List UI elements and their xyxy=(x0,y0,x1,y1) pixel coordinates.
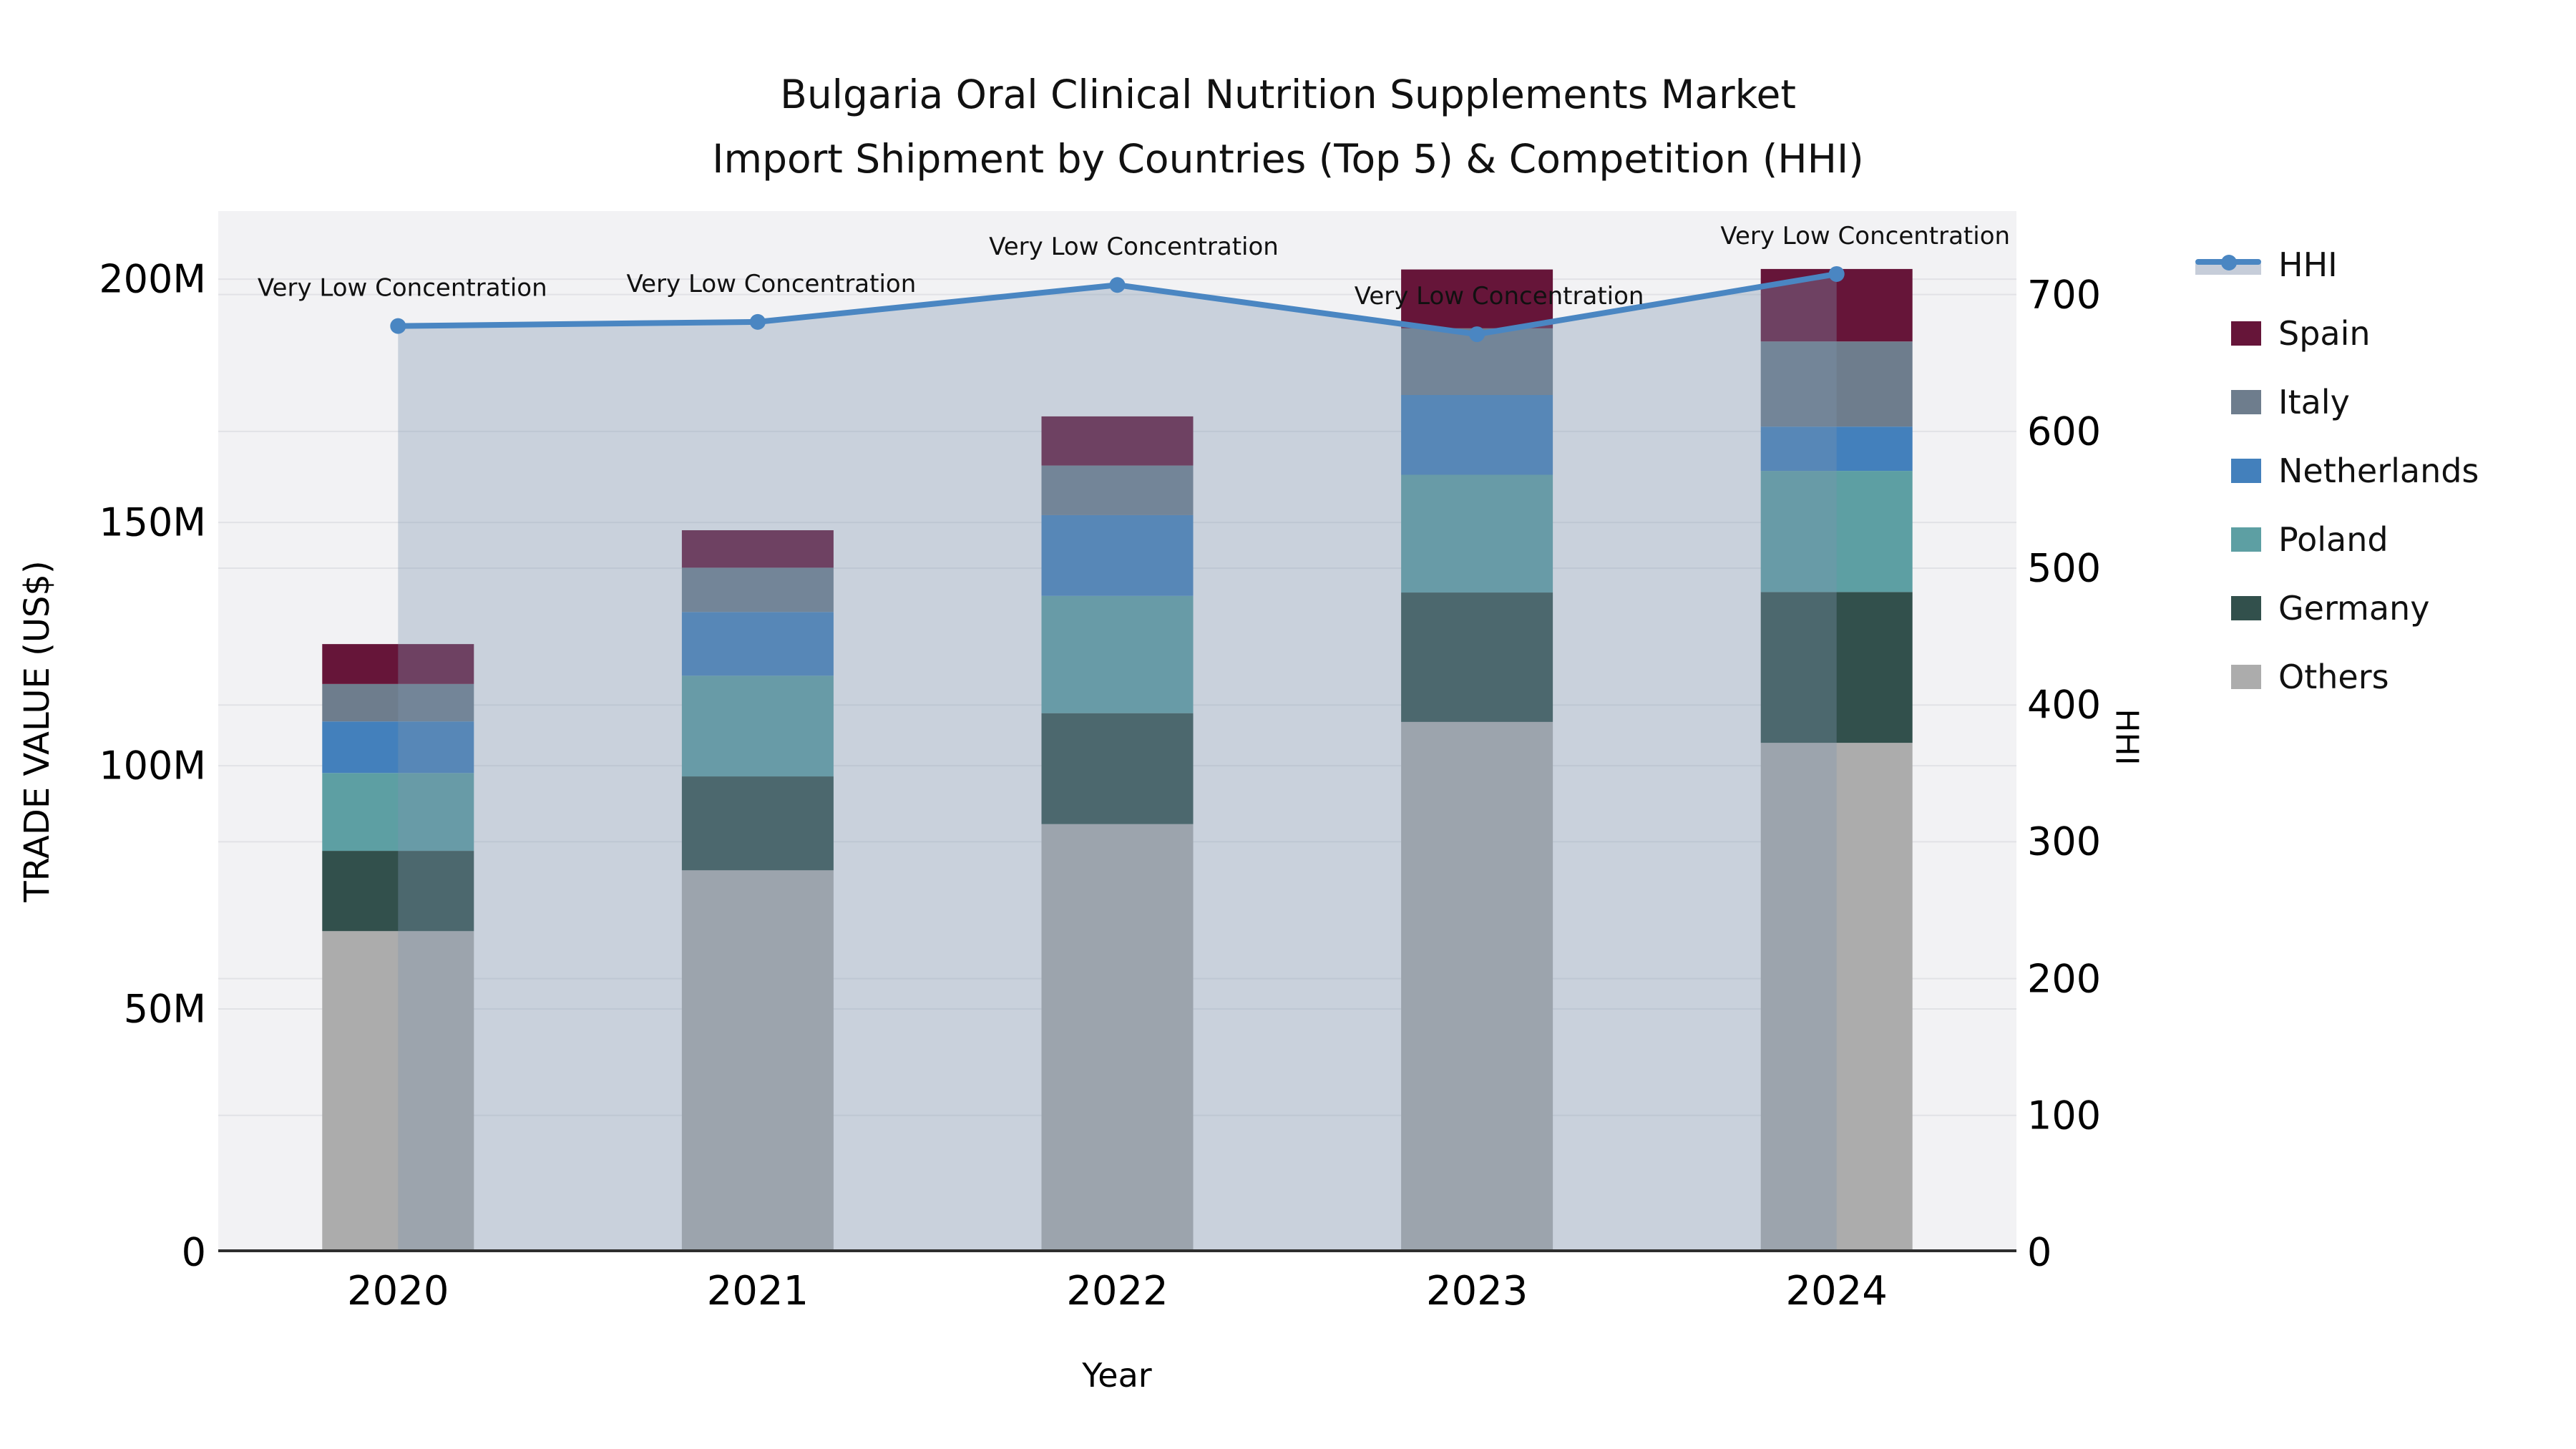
bar-segment-others-2021[interactable] xyxy=(681,870,834,1252)
legend-label-others: Others xyxy=(2278,658,2389,696)
hhi-marker-2024[interactable] xyxy=(1828,265,1845,282)
chart-title-line1: Bulgaria Oral Clinical Nutrition Supplem… xyxy=(780,72,1796,117)
ytick-right-200: 200 xyxy=(2027,956,2102,1002)
ytick-right-500: 500 xyxy=(2027,545,2102,591)
legend-swatch-netherlands xyxy=(2231,459,2261,483)
x-axis-title: Year xyxy=(1082,1356,1152,1395)
annotation-2022: Very Low Concentration xyxy=(989,233,1279,261)
bar-segment-poland-2022[interactable] xyxy=(1041,595,1194,713)
bar-segment-germany-2022[interactable] xyxy=(1041,713,1194,824)
hhi-marker-2020[interactable] xyxy=(390,318,406,334)
bar-segment-italy-2021[interactable] xyxy=(681,567,834,613)
hhi-marker-2021[interactable] xyxy=(749,313,766,330)
legend-label-spain: Spain xyxy=(2278,314,2371,353)
ytick-right-700: 700 xyxy=(2027,272,2102,318)
xtick-2023: 2023 xyxy=(1425,1268,1528,1314)
legend-label-hhi: HHI xyxy=(2278,245,2338,284)
legend-item-hhi[interactable]: HHI xyxy=(2195,230,2479,299)
xtick-2020: 2020 xyxy=(347,1268,449,1314)
ytick-left-50M: 50M xyxy=(123,986,206,1032)
ytick-left-0: 0 xyxy=(181,1229,206,1275)
annotation-2023: Very Low Concentration xyxy=(1355,282,1644,311)
hhi-area-fill xyxy=(398,274,1837,1252)
bar-segment-germany-2024[interactable] xyxy=(1760,592,1913,743)
bar-segment-netherlands-2023[interactable] xyxy=(1401,395,1553,475)
annotation-2024: Very Low Concentration xyxy=(1720,222,2010,250)
bar-segment-spain-2023[interactable] xyxy=(1401,269,1553,328)
ytick-right-100: 100 xyxy=(2027,1093,2102,1138)
legend-item-poland[interactable]: Poland xyxy=(2231,505,2479,574)
bar-segment-italy-2020[interactable] xyxy=(322,683,474,722)
ytick-left-200M: 200M xyxy=(99,256,206,302)
ytick-left-100M: 100M xyxy=(99,743,206,789)
bar-segment-netherlands-2021[interactable] xyxy=(681,612,834,676)
legend-item-italy[interactable]: Italy xyxy=(2231,368,2479,436)
ytick-right-300: 300 xyxy=(2027,819,2102,864)
bar-segment-others-2024[interactable] xyxy=(1760,743,1913,1252)
bar-segment-poland-2023[interactable] xyxy=(1401,474,1553,593)
bar-segment-germany-2023[interactable] xyxy=(1401,592,1553,722)
bar-segment-poland-2024[interactable] xyxy=(1760,471,1913,592)
bar-segment-spain-2021[interactable] xyxy=(681,530,834,568)
bar-segment-poland-2021[interactable] xyxy=(681,675,834,777)
bar-segment-others-2020[interactable] xyxy=(322,931,474,1252)
annotation-2021: Very Low Concentration xyxy=(627,270,917,298)
legend-hhi-dot xyxy=(2221,255,2237,270)
xtick-2024: 2024 xyxy=(1785,1268,1888,1314)
bar-segment-germany-2021[interactable] xyxy=(681,776,834,871)
legend-item-others[interactable]: Others xyxy=(2231,643,2479,711)
bar-segment-italy-2022[interactable] xyxy=(1041,465,1194,515)
legend-hhi-line-icon xyxy=(2195,250,2261,279)
xtick-2021: 2021 xyxy=(706,1268,809,1314)
ytick-right-400: 400 xyxy=(2027,682,2102,728)
hhi-marker-2023[interactable] xyxy=(1469,326,1485,343)
legend-swatch-poland xyxy=(2231,527,2261,552)
bar-segment-spain-2020[interactable] xyxy=(322,644,474,684)
bar-segment-netherlands-2020[interactable] xyxy=(322,721,474,774)
legend-item-spain[interactable]: Spain xyxy=(2231,299,2479,368)
xtick-2022: 2022 xyxy=(1066,1268,1169,1314)
legend-label-poland: Poland xyxy=(2278,520,2389,559)
legend-item-germany[interactable]: Germany xyxy=(2231,574,2479,643)
legend-item-netherlands[interactable]: Netherlands xyxy=(2231,436,2479,505)
ytick-right-600: 600 xyxy=(2027,409,2102,454)
bar-segment-italy-2024[interactable] xyxy=(1760,341,1913,427)
bar-segment-netherlands-2024[interactable] xyxy=(1760,426,1913,472)
bar-segment-germany-2020[interactable] xyxy=(322,851,474,932)
hhi-marker-2022[interactable] xyxy=(1109,277,1126,293)
bar-segment-poland-2020[interactable] xyxy=(322,773,474,852)
ytick-right-0: 0 xyxy=(2027,1229,2052,1275)
legend-swatch-italy xyxy=(2231,390,2261,414)
chart-title-line2: Import Shipment by Countries (Top 5) & C… xyxy=(712,136,1864,182)
plot-svg: Very Low Concentration Very Low Concentra… xyxy=(218,222,2016,1252)
bar-segment-others-2023[interactable] xyxy=(1401,721,1553,1252)
legend-swatch-spain xyxy=(2231,321,2261,346)
annotation-2020: Very Low Concentration xyxy=(258,274,547,303)
ytick-left-150M: 150M xyxy=(99,499,206,545)
legend-label-germany: Germany xyxy=(2278,589,2430,628)
y-axis-left-title: TRADE VALUE (US$) xyxy=(17,560,57,902)
bar-segment-spain-2022[interactable] xyxy=(1041,416,1194,466)
bar-segment-others-2022[interactable] xyxy=(1041,824,1194,1252)
legend-swatch-germany xyxy=(2231,596,2261,620)
legend: HHI Spain Italy Netherlands Poland Germany Oth… xyxy=(2195,230,2479,711)
bar-segment-netherlands-2022[interactable] xyxy=(1041,514,1194,596)
plot-area: Very Low Concentration Very Low Concentra… xyxy=(218,211,2016,1252)
legend-label-netherlands: Netherlands xyxy=(2278,452,2479,490)
y-axis-right-title: HHI xyxy=(2108,708,2145,766)
legend-label-italy: Italy xyxy=(2278,383,2350,421)
legend-swatch-others xyxy=(2231,665,2261,689)
